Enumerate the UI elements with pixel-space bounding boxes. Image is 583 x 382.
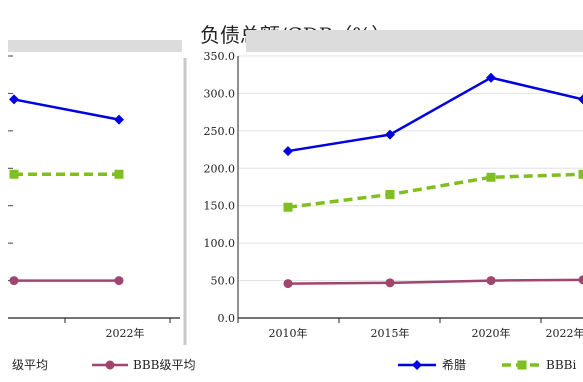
data-point [486,172,496,182]
series-line [13,98,120,121]
data-point [283,202,293,212]
data-point [578,275,583,285]
data-point [114,276,124,286]
legend-label: 希腊 [442,357,466,372]
legend-label: BBBi [546,358,576,372]
data-point [283,146,293,157]
data-point [385,129,395,140]
right-chart: 0.0 50.0 100.0 150.0 200.0 250.0 300.0 350.0 201… [204,50,583,340]
data-point [9,94,19,105]
data-point [486,276,496,286]
data-point [114,169,124,179]
right-legend: 希腊 BBBi [398,357,576,372]
data-point [114,114,124,125]
data-point [385,189,395,199]
legend-label: 级平均 [12,358,48,372]
x-tick-label: 2022年 [546,326,583,340]
header-bar-left [8,40,182,52]
y-tick-label: 100.0 [204,237,236,250]
legend-marker [412,360,422,370]
y-tick-label: 200.0 [204,162,236,175]
header-bar-right [246,30,583,52]
data-point [486,72,496,83]
legend-marker [105,360,115,370]
y-tick-label: 0.0 [218,312,236,325]
y-tick-label: 150.0 [204,200,236,213]
y-tick-label: 300.0 [204,87,236,100]
data-point [283,279,293,289]
left-legend: 级平均 BBB级平均 [12,358,195,372]
x-tick-label: 2015年 [371,326,410,340]
x-tick-label: 2022年 [106,326,145,340]
series-line [287,278,583,285]
data-point [9,276,19,286]
x-tick-label: 2020年 [472,326,511,340]
left-chart: 2022年 [8,55,180,340]
data-point [578,169,583,179]
series-line [287,76,583,153]
legend-marker [517,360,527,370]
data-point [9,169,19,179]
y-tick-label: 50.0 [211,275,236,288]
x-tick-label: 2010年 [269,326,308,340]
y-tick-label: 350.0 [204,50,236,63]
y-tick-label: 250.0 [204,125,236,138]
data-point [578,94,583,105]
legend-label: BBB级平均 [133,358,195,372]
series-line [287,172,583,209]
data-point [385,278,395,288]
